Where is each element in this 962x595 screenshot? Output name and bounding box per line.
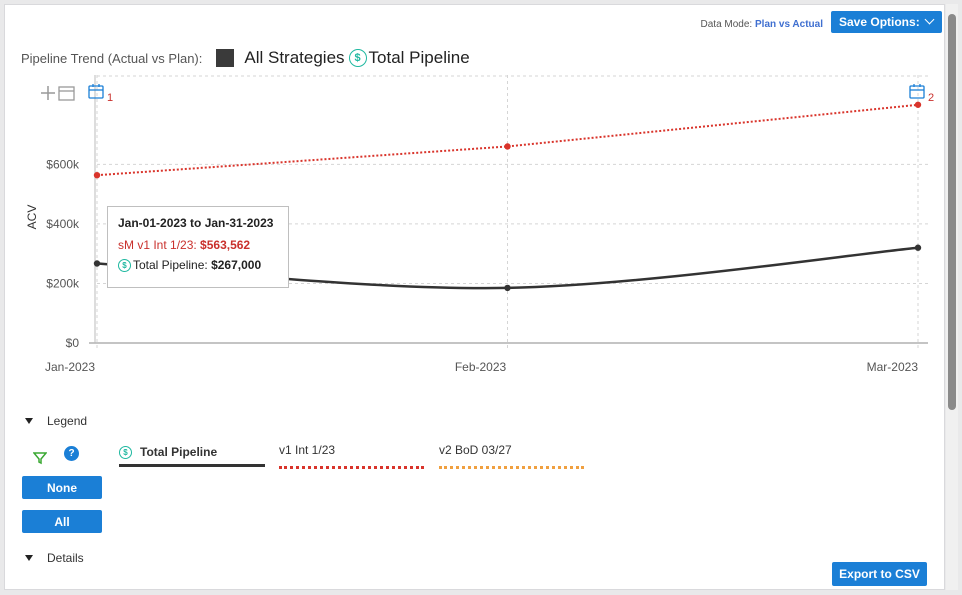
data-point	[93, 171, 101, 179]
legend-item-label: v2 BoD 03/27	[439, 443, 512, 457]
y-tick-label: $200k	[46, 276, 80, 290]
legend-line-swatch	[439, 466, 584, 469]
legend-item-label: Total Pipeline	[140, 445, 218, 459]
calendar-body-grey	[58, 86, 75, 101]
legend-line-swatch	[119, 464, 265, 467]
legend-none-button[interactable]: None	[22, 476, 102, 499]
x-tick-label: Mar-2023	[867, 360, 919, 374]
x-tick-label: Jan-2023	[45, 360, 95, 374]
data-point	[93, 260, 101, 267]
dollar-icon: $	[118, 258, 131, 272]
chart-title-label: Pipeline Trend (Actual vs Plan):	[21, 50, 203, 66]
collapse-triangle-icon	[25, 555, 33, 561]
help-icon[interactable]: ?	[64, 446, 79, 461]
legend-item-v2-bod[interactable]: v2 BoD 03/27	[439, 443, 584, 469]
x-tick-label: Feb-2023	[455, 360, 507, 374]
metric-name[interactable]: Total Pipeline	[368, 48, 470, 67]
marker-label: 1	[107, 92, 113, 104]
scrollbar-thumb[interactable]	[948, 14, 956, 410]
calendar-body	[88, 85, 104, 99]
data-point	[914, 101, 922, 108]
tooltip-actual-label: Total Pipeline:	[133, 258, 208, 272]
export-csv-button[interactable]: Export to CSV	[832, 562, 927, 586]
legend-item-label: v1 Int 1/23	[279, 443, 336, 457]
strategy-name[interactable]: All Strategies	[244, 48, 345, 67]
tooltip-plan-value: $563,562	[200, 238, 251, 252]
y-tick-label: $400k	[46, 217, 80, 231]
collapse-triangle-icon	[25, 418, 33, 424]
tooltip-title: Jan-01-2023 to Jan-31-2023	[118, 216, 274, 230]
chart-title-row: Pipeline Trend (Actual vs Plan): All Str…	[21, 46, 470, 70]
add-marker-icon	[41, 86, 75, 101]
data-mode-value[interactable]: Plan vs Actual	[755, 19, 823, 30]
data-point	[504, 284, 511, 292]
legend-line-swatch	[279, 466, 424, 469]
dollar-icon: $	[119, 445, 132, 459]
y-axis-label: ACV	[25, 205, 39, 230]
strategy-swatch	[216, 49, 235, 67]
calendar-marker-icon	[909, 84, 925, 99]
save-options-label: Save Options:	[839, 15, 920, 29]
save-options-button[interactable]: Save Options:	[831, 11, 942, 33]
data-point	[504, 143, 511, 150]
chart-axes: $0 $200k $400k $600k Jan-2023 Feb-2023 Mar-202…	[25, 75, 928, 374]
tooltip-row-actual: $ Total Pipeline: $267,000	[118, 258, 278, 272]
y-tick-label: $0	[66, 336, 80, 350]
data-point	[914, 244, 922, 251]
data-mode-indicator: Data Mode: Plan vs Actual	[701, 19, 823, 30]
tooltip-actual-value: $267,000	[211, 258, 262, 272]
legend-section-header[interactable]: Legend	[25, 414, 87, 428]
details-header-label: Details	[47, 551, 84, 565]
vertical-scrollbar[interactable]	[946, 4, 958, 590]
calendar-marker-icon	[88, 84, 104, 99]
legend-all-button[interactable]: All	[22, 510, 102, 533]
legend-header-label: Legend	[47, 414, 88, 428]
chevron-down-icon	[924, 14, 935, 25]
legend-item-v1-int[interactable]: v1 Int 1/23	[279, 443, 424, 469]
calendar-body	[909, 85, 925, 99]
dollar-icon: $	[348, 49, 367, 67]
marker-label: 2	[928, 92, 934, 104]
pipeline-trend-panel: Data Mode: Plan vs Actual Save Options: …	[4, 4, 945, 590]
data-mode-label: Data Mode:	[700, 19, 753, 30]
legend-item-total-pipeline[interactable]: $ Total Pipeline	[119, 445, 265, 467]
details-section-header[interactable]: Details	[25, 551, 84, 565]
chart-tooltip: Jan-01-2023 to Jan-31-2023 sM v1 Int 1/2…	[107, 206, 289, 288]
tooltip-plan-label: sM v1 Int 1/23:	[118, 238, 197, 252]
filter-icon[interactable]	[33, 451, 47, 465]
y-tick-label: $600k	[46, 157, 80, 171]
tooltip-row-plan: sM v1 Int 1/23: $563,562	[118, 238, 278, 252]
series-line-plan	[96, 103, 919, 177]
